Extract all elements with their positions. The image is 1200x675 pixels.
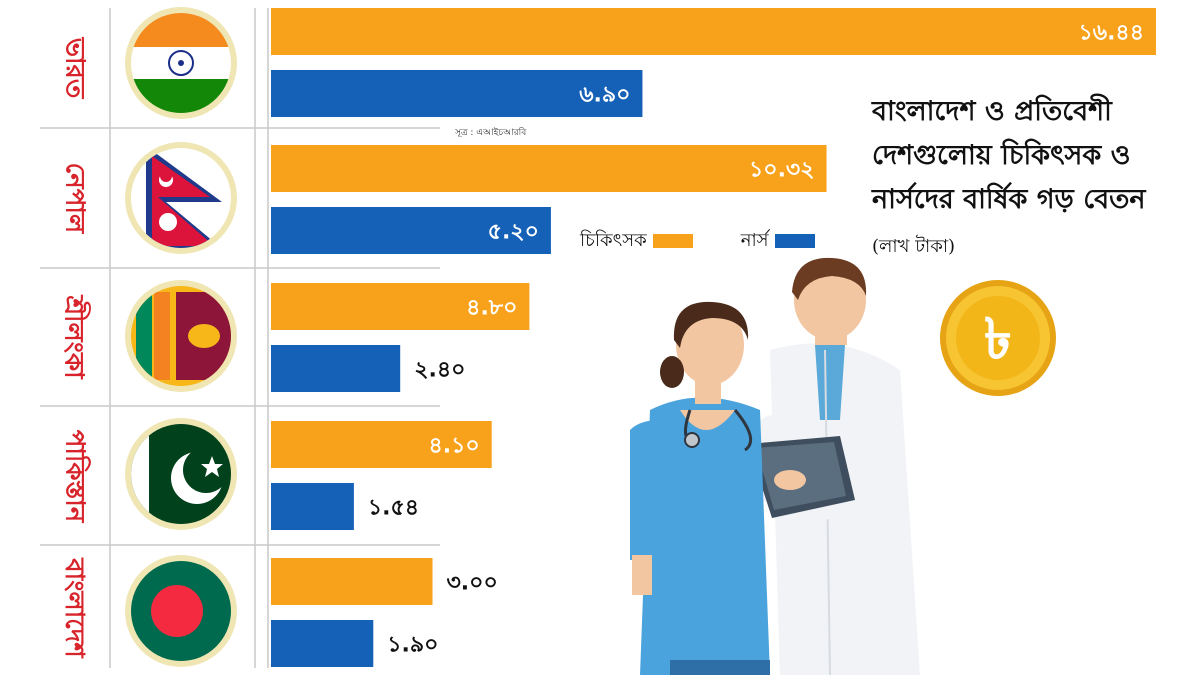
bar-nurse-1 bbox=[271, 207, 551, 254]
sri-lanka-flag bbox=[125, 280, 237, 392]
country-label-sri-lanka: শ্রীলংকা bbox=[59, 295, 89, 379]
legend-item-doctor: চিকিৎসক bbox=[580, 226, 693, 257]
legend-item-nurse: নার্স bbox=[741, 226, 815, 257]
legend: চিকিৎসক নার্স bbox=[580, 226, 815, 257]
country-label-nepal: নেপাল bbox=[59, 162, 90, 234]
bar-doctor-2 bbox=[271, 283, 530, 330]
bar-nurse-0 bbox=[271, 70, 643, 117]
bar-label-doctor-0: ১৬.৪৪ bbox=[1079, 21, 1145, 46]
bar-doctor-1 bbox=[271, 145, 827, 192]
legend-label-nurse: নার্স bbox=[740, 230, 769, 251]
svg-text:৳: ৳ bbox=[984, 307, 1012, 372]
bar-label-doctor-2: ৪.৮০ bbox=[466, 296, 517, 321]
country-label-pakistan: পাকিস্তান bbox=[59, 429, 90, 522]
bar-label-nurse-1: ৫.২০ bbox=[488, 220, 539, 245]
bars-group: ১৬.৪৪ ৬.৯০ ১০.৩২ ৫.২০ ৪.৮০ ২.৪০ ৪.১০ ১.৫৪ ৩.০০ ১.… bbox=[271, 8, 1156, 667]
medical-staff-illustration bbox=[630, 257, 920, 675]
chart-title-main: বাংলাদেশ ও প্রতিবেশী দেশগুলোয় চিকিৎসক ও… bbox=[872, 96, 1146, 215]
country-label-india: ভারত bbox=[58, 37, 89, 99]
bar-label-nurse-4: ১.৯০ bbox=[387, 633, 438, 658]
chart-title-unit: (লাখ টাকা) bbox=[872, 236, 956, 257]
bangladesh-flag bbox=[125, 555, 237, 667]
bar-label-nurse-2: ২.৪০ bbox=[414, 358, 465, 383]
bar-doctor-0 bbox=[271, 8, 1156, 55]
bar-nurse-3 bbox=[271, 483, 354, 530]
source-note: সূত্র : এআইচআরবি bbox=[455, 128, 527, 138]
legend-swatch-doctor bbox=[652, 234, 693, 248]
bar-nurse-2 bbox=[271, 345, 401, 392]
legend-label-doctor: চিকিৎসক bbox=[580, 230, 647, 251]
nepal-flag bbox=[125, 142, 237, 254]
legend-swatch-nurse bbox=[774, 234, 815, 248]
pakistan-flag bbox=[125, 418, 237, 530]
country-label-bangladesh: বাংলাদেশ bbox=[59, 557, 90, 658]
india-flag bbox=[125, 7, 237, 119]
bar-label-doctor-4: ৩.০০ bbox=[446, 571, 497, 596]
bar-label-nurse-0: ৬.৯০ bbox=[579, 83, 630, 108]
bar-doctor-4 bbox=[271, 558, 433, 605]
bar-nurse-4 bbox=[271, 620, 374, 667]
taka-coin-icon: ৳ bbox=[940, 280, 1056, 396]
row-separators bbox=[40, 127, 440, 546]
bar-label-nurse-3: ১.৫৪ bbox=[368, 496, 419, 521]
bar-doctor-3 bbox=[271, 421, 492, 468]
chart-title: বাংলাদেশ ও প্রতিবেশী দেশগুলোয় চিকিৎসক ও… bbox=[872, 90, 1172, 269]
bar-label-doctor-1: ১০.৩২ bbox=[749, 158, 815, 183]
bar-label-doctor-3: ৪.১০ bbox=[428, 434, 479, 459]
